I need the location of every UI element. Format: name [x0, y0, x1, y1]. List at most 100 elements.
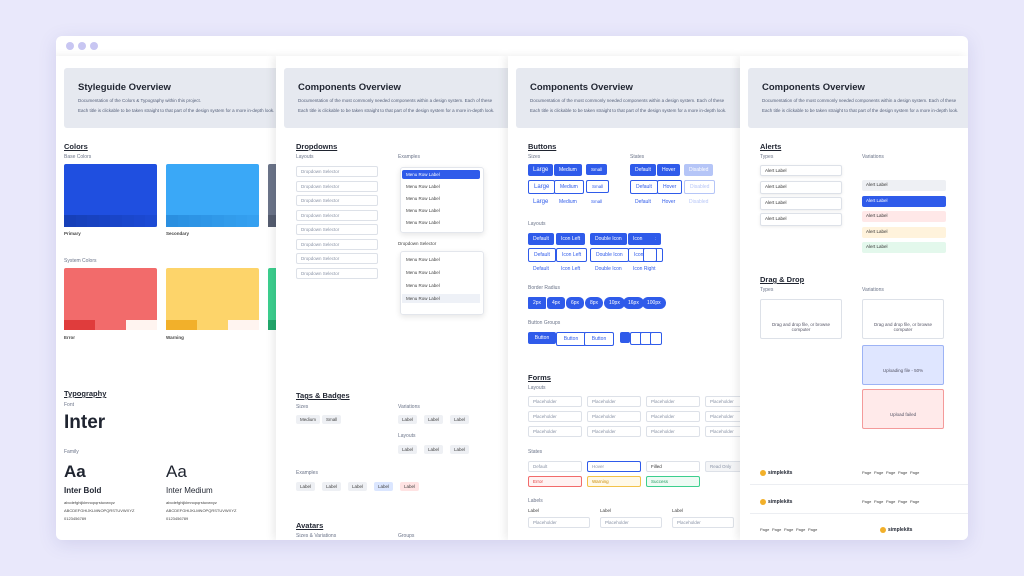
button: Default — [630, 180, 658, 194]
label: Sizes — [528, 154, 541, 160]
family-name: Inter Medium — [166, 486, 213, 495]
header-description: Documentation of the most commonly neede… — [762, 98, 957, 103]
menu-row: Menu Row Label — [406, 257, 440, 262]
header-card — [284, 68, 508, 128]
browser-window: Styleguide Overview Documentation of the … — [56, 36, 968, 540]
color-shade — [224, 215, 236, 227]
label: Labels — [528, 498, 543, 504]
input: Placeholder — [646, 426, 700, 437]
menu-row: Menu Row Label — [406, 270, 440, 275]
dropdown-selector: Dropdown Selector — [296, 224, 378, 235]
menu-row: Menu Row Label — [406, 184, 440, 189]
input-label: Label — [672, 508, 684, 513]
header-title: Components Overview — [762, 82, 865, 93]
input: Filled — [646, 461, 700, 472]
label: Layouts — [528, 221, 546, 227]
swatch-label: Error — [64, 335, 76, 340]
label: Sizes — [296, 404, 309, 410]
window-dot — [66, 42, 74, 50]
section-heading: Forms — [528, 373, 551, 382]
alert: Alert Label — [760, 165, 842, 176]
section-heading: Buttons — [528, 142, 557, 151]
drop-zone: Uploading file - 50% — [862, 345, 944, 385]
color-shade — [145, 215, 157, 227]
color-shade — [110, 215, 122, 227]
section-heading: Dropdowns — [296, 142, 338, 151]
label: Layouts — [528, 385, 546, 391]
button: Hover — [662, 199, 676, 205]
button: Medium — [554, 164, 582, 176]
button: Button — [584, 332, 614, 346]
button: Large — [533, 199, 549, 205]
color-shade — [200, 215, 213, 227]
sample: 0123456789 — [64, 516, 87, 521]
section-heading: Colors — [64, 142, 88, 151]
swatch-label: Secondary — [166, 231, 190, 236]
button: Default — [533, 266, 549, 272]
dropdown-selector: Dropdown Selector — [398, 241, 437, 246]
input: Success — [646, 476, 700, 487]
header-description: Each title is clickable to be taken stra… — [78, 108, 275, 113]
input: Placeholder — [705, 396, 740, 407]
alert: Alert Label — [862, 195, 946, 207]
tag: Label — [296, 482, 316, 491]
header-description: Each title is clickable to be taken stra… — [530, 108, 727, 113]
nav-link: Page — [910, 470, 920, 475]
button: Medium — [554, 180, 584, 194]
header-description: Documentation of the most commonly neede… — [298, 98, 493, 103]
nav-link: Page — [898, 499, 908, 504]
label: Examples — [398, 154, 420, 160]
drop-zone: Upload failed — [862, 389, 944, 429]
menu-row: Menu Row Label — [406, 283, 440, 288]
dropdown-selector: Dropdown Selector — [296, 238, 378, 250]
color-shade — [212, 215, 224, 227]
sample: 0123456789 — [166, 516, 189, 521]
color-swatch — [64, 268, 157, 330]
sample: ABCDEFGHIJKLMNOPQRSTUVWXYZ — [166, 508, 237, 513]
button: Default — [528, 233, 554, 245]
nav-link: Page — [760, 527, 770, 532]
button: Double Icon — [590, 233, 627, 245]
button: Default — [630, 164, 656, 176]
button: Small — [586, 164, 608, 175]
button: 10px — [604, 297, 625, 309]
color-shade — [166, 320, 197, 330]
button: 100px — [642, 297, 666, 309]
button: Icon Left — [556, 233, 586, 245]
button: Button — [528, 332, 556, 344]
dropdown-menu — [400, 251, 484, 315]
color-shade — [228, 320, 259, 330]
header-description: Each title is clickable to be taken stra… — [298, 108, 495, 113]
sample: abcdefghijklmnopqrstuvwxyz — [166, 500, 217, 505]
tag: Small — [322, 415, 342, 424]
label: Sizes & Variations — [296, 533, 337, 539]
tag: Label — [450, 415, 470, 424]
button: 8px — [585, 297, 604, 309]
alert: Alert Label — [760, 197, 842, 210]
tag: Label — [398, 445, 418, 454]
input-label: Label — [528, 508, 540, 513]
swatch-label: Warning — [166, 335, 184, 340]
label: Font — [64, 402, 75, 408]
alert: Alert Label — [862, 226, 946, 238]
color-shade — [177, 215, 190, 227]
header-card — [516, 68, 740, 128]
button: Double Icon — [595, 266, 622, 272]
color-shade — [64, 215, 76, 227]
tag: Label — [424, 415, 444, 424]
input: Placeholder — [528, 426, 582, 437]
brand-logo — [760, 499, 766, 505]
header-description: Documentation of the most commonly neede… — [530, 98, 725, 103]
sample: ABCDEFGHIJKLMNOPQRSTUVWXYZ — [64, 508, 135, 513]
button: Hover — [657, 164, 681, 176]
input: Error — [528, 476, 582, 487]
input-label: Label — [600, 508, 612, 513]
tag: Label — [400, 482, 420, 491]
color-shade — [87, 215, 99, 227]
color-swatch — [268, 268, 276, 330]
label: Variations — [398, 404, 420, 410]
color-shade — [268, 320, 276, 330]
header-description: Each title is clickable to be taken stra… — [762, 108, 959, 113]
header-title: Styleguide Overview — [78, 82, 171, 93]
